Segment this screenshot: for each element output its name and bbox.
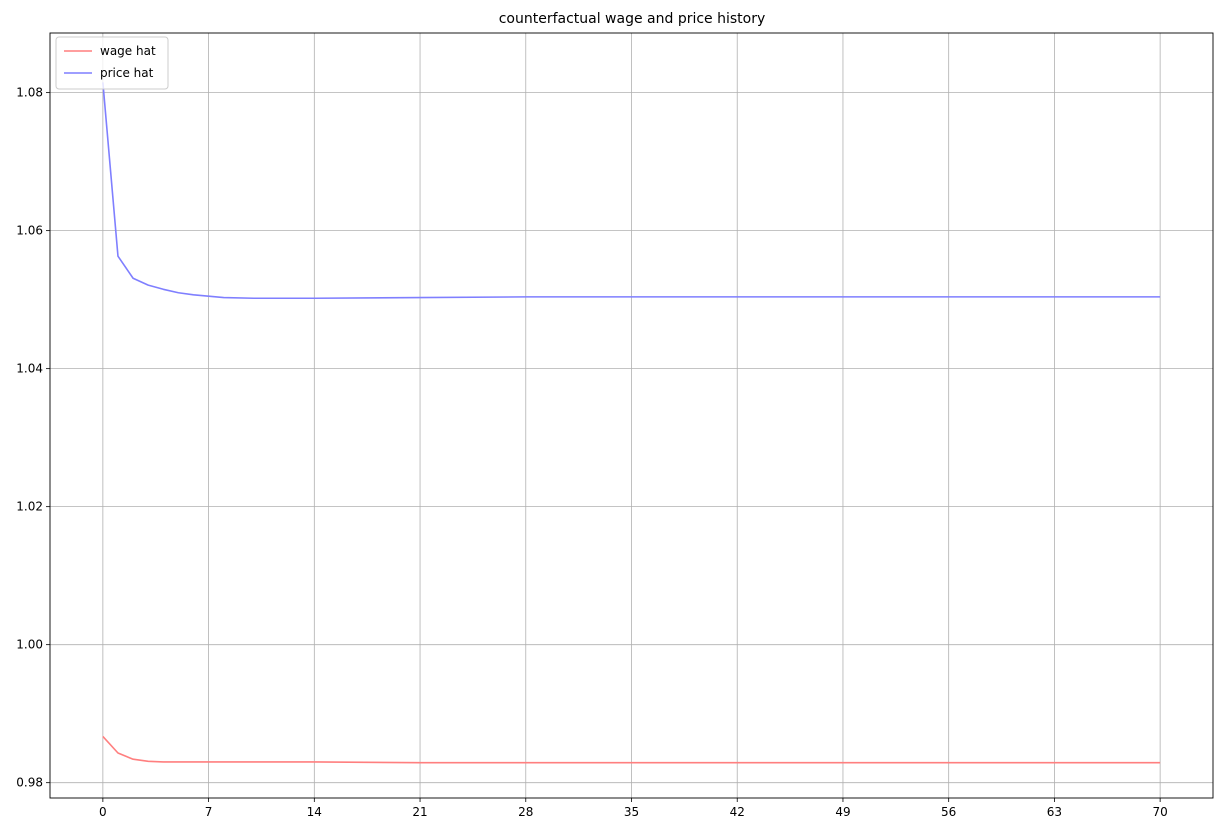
x-tick-label: 56 bbox=[941, 805, 956, 819]
x-tick-label: 49 bbox=[835, 805, 850, 819]
x-tick-label: 35 bbox=[624, 805, 639, 819]
y-tick-label: 0.98 bbox=[16, 776, 43, 790]
series-line-wage-hat bbox=[102, 735, 1161, 764]
chart-title: counterfactual wage and price history bbox=[499, 11, 766, 27]
x-tick-label: 63 bbox=[1047, 805, 1062, 819]
legend-label: wage hat bbox=[100, 44, 156, 58]
y-tick-label: 1.08 bbox=[16, 86, 43, 100]
x-tick-label: 0 bbox=[99, 805, 107, 819]
plot-frame bbox=[49, 32, 1214, 799]
y-tick-label: 1.00 bbox=[16, 638, 43, 652]
y-tick-label: 1.06 bbox=[16, 224, 43, 238]
y-tick-label: 1.04 bbox=[16, 362, 43, 376]
series-line-price-hat bbox=[102, 82, 1161, 300]
x-tick-label: 42 bbox=[730, 805, 745, 819]
legend-label: price hat bbox=[100, 66, 154, 80]
grid-lines bbox=[50, 33, 1213, 798]
legend: wage hat price hat bbox=[55, 36, 169, 90]
axes: 0 7 14 21 28 35 42 49 56 63 70 0.98 1.00 1.02 1.04 1.06… bbox=[16, 32, 1214, 819]
x-tick-label: 14 bbox=[307, 805, 322, 819]
x-tick-label: 7 bbox=[205, 805, 213, 819]
series-lines bbox=[102, 82, 1161, 764]
x-tick-label: 21 bbox=[412, 805, 427, 819]
x-tick-label: 28 bbox=[518, 805, 533, 819]
x-tick-label: 70 bbox=[1152, 805, 1167, 819]
y-tick-label: 1.02 bbox=[16, 500, 43, 514]
legend-box bbox=[55, 36, 169, 90]
